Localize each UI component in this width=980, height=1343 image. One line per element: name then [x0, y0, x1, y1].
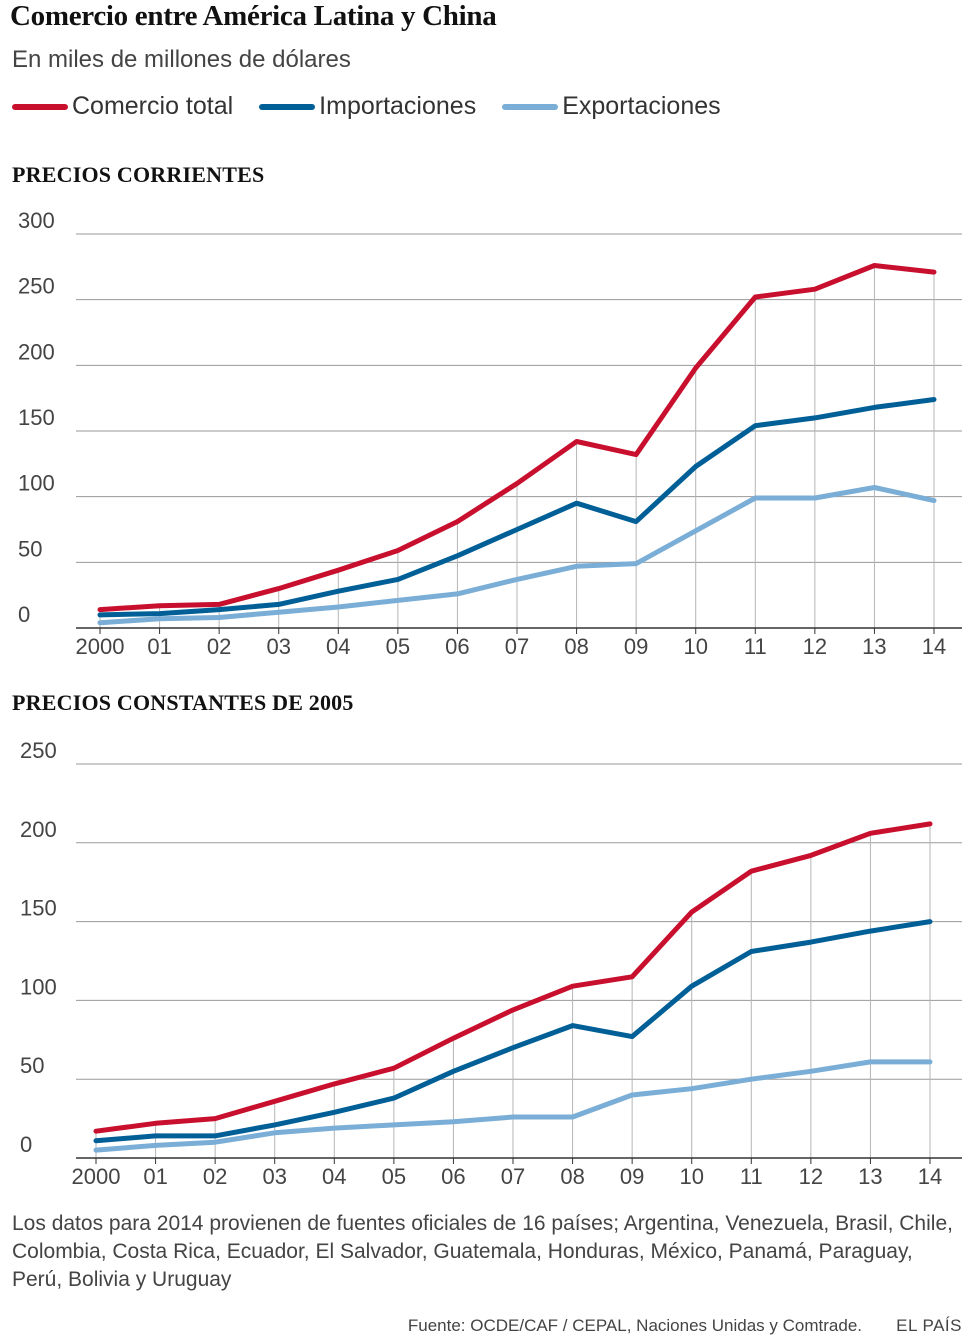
series-line-exportaciones — [97, 485, 937, 626]
legend-item-total: Comercio total — [12, 92, 233, 121]
footnote: Los datos para 2014 provienen de fuentes… — [12, 1212, 953, 1291]
x-tick-label: 03 — [266, 634, 290, 659]
legend-swatch-exports — [502, 103, 559, 110]
y-tick-label: 150 — [18, 405, 55, 430]
x-tick-label: 11 — [740, 1164, 763, 1189]
x-tick-label: 04 — [322, 1164, 346, 1189]
y-tick-label: 200 — [18, 339, 55, 364]
x-tick-label: 10 — [679, 1164, 703, 1189]
x-tick-label: 08 — [564, 634, 588, 659]
x-tick-label: 02 — [203, 1164, 227, 1189]
x-tick-label: 14 — [922, 634, 946, 659]
chart-subtitle: En miles de millones de dólares — [12, 46, 351, 73]
chart2-title: PRECIOS CONSTANTES DE 2005 — [12, 690, 354, 715]
legend-swatch-total — [12, 103, 68, 110]
x-tick-label: 09 — [624, 634, 648, 659]
x-tick-label: 05 — [382, 1164, 406, 1189]
x-tick-label: 06 — [441, 1164, 465, 1189]
y-tick-label: 150 — [20, 896, 57, 921]
x-tick-label: 01 — [143, 1164, 167, 1189]
chart2-constant-prices: 0 50 100 150 200 250 2000 01 02 03 04 05 06 07 08 09 10 1… — [20, 740, 962, 1189]
x-tick-label: 12 — [799, 1164, 823, 1189]
series-line-importaciones — [97, 397, 937, 618]
y-tick-label: 100 — [18, 471, 55, 496]
x-tick-label: 10 — [683, 634, 707, 659]
y-tick-label: 0 — [20, 1132, 32, 1157]
x-tick-label: 04 — [326, 634, 350, 659]
x-tick-label: 05 — [386, 634, 410, 659]
series-line-importaciones — [93, 919, 933, 1144]
chart1-current-prices: 0 50 100 150 200 250 300 2000 01 02 03 04 05 06 07 08 09… — [18, 210, 962, 659]
y-tick-label: 0 — [18, 602, 30, 627]
legend-item-exports: Exportaciones — [502, 92, 721, 121]
y-tick-label: 50 — [20, 1053, 44, 1078]
x-tick-label: 06 — [445, 634, 469, 659]
x-tick-label: 08 — [560, 1164, 584, 1189]
series-line-comercio-total — [97, 263, 937, 613]
x-tick-label: 11 — [744, 634, 767, 659]
legend-label-imports: Importaciones — [319, 92, 477, 120]
y-tick-label: 50 — [18, 536, 42, 561]
legend-swatch-imports — [259, 103, 316, 110]
x-tick-label: 07 — [501, 1164, 525, 1189]
y-tick-label: 300 — [18, 210, 55, 233]
chart1-title: PRECIOS CORRIENTES — [12, 162, 265, 187]
y-tick-label: 250 — [18, 274, 55, 299]
chart-title: Comercio entre América Latina y China — [10, 0, 497, 32]
x-tick-label: 09 — [620, 1164, 644, 1189]
y-tick-label: 200 — [20, 817, 57, 842]
x-tick-label: 03 — [262, 1164, 286, 1189]
x-tick-label: 01 — [147, 634, 171, 659]
y-tick-label: 100 — [20, 974, 57, 999]
x-tick-label: 12 — [803, 634, 827, 659]
x-tick-label: 07 — [505, 634, 529, 659]
publisher-brand: EL PAÍS — [896, 1316, 962, 1335]
x-tick-label: 14 — [918, 1164, 942, 1189]
x-tick-label: 13 — [862, 634, 886, 659]
legend-item-imports: Importaciones — [259, 92, 476, 121]
x-tick-label: 13 — [858, 1164, 882, 1189]
source-credit: Fuente: OCDE/CAF / CEPAL, Naciones Unida… — [407, 1316, 862, 1335]
legend: Comercio total Importaciones Exportacion… — [12, 92, 747, 121]
legend-label-total: Comercio total — [72, 92, 234, 120]
series-line-comercio-total — [93, 821, 933, 1134]
x-tick-label: 2000 — [76, 634, 125, 659]
y-tick-label: 250 — [20, 740, 57, 763]
x-tick-label: 02 — [207, 634, 231, 659]
x-tick-label: 2000 — [72, 1164, 121, 1189]
series-line-exportaciones — [93, 1059, 933, 1153]
legend-label-exports: Exportaciones — [562, 92, 721, 120]
